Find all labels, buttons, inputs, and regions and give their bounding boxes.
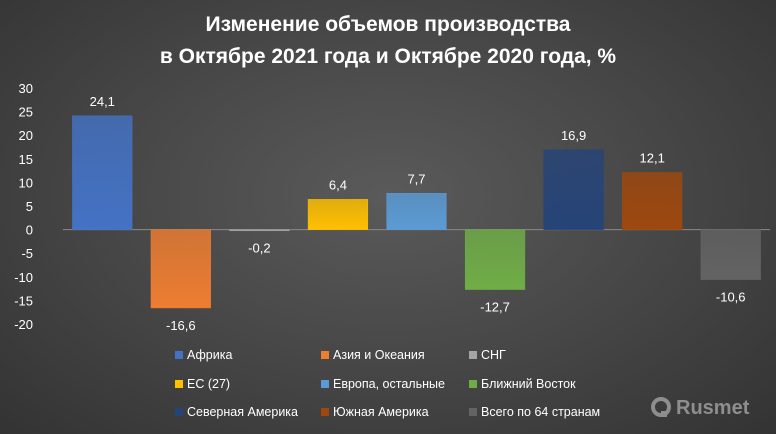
bar-0 (72, 115, 133, 230)
y-tick-label: -20 (14, 317, 33, 332)
y-tick-label: 25 (19, 105, 33, 120)
legend: Африка Азия и Океания СНГ ЕС (27) Европа, ос… (175, 348, 600, 419)
data-label: -10,6 (716, 290, 746, 305)
legend-label: Азия и Океания (333, 348, 425, 362)
data-label: 7,7 (407, 171, 425, 186)
legend-swatch (175, 408, 183, 416)
data-label: -12,7 (480, 300, 510, 315)
legend-swatch (321, 380, 329, 388)
bar-7 (622, 172, 683, 230)
watermark-text: Rusmet (676, 397, 750, 419)
data-label: 6,4 (329, 177, 347, 192)
watermark: Rusmet (651, 397, 750, 419)
rusmet-logo-icon (651, 397, 671, 417)
bars-group (63, 115, 770, 309)
legend-label: Африка (187, 348, 232, 362)
legend-label: Ближний Восток (481, 377, 576, 391)
data-label: 16,9 (561, 128, 586, 143)
data-label: 12,1 (640, 150, 665, 165)
chart-title-line-1: Изменение объемов производства (206, 13, 571, 36)
legend-swatch (321, 351, 329, 359)
bar-3 (307, 199, 369, 230)
bar-8 (700, 229, 761, 280)
legend-item: Всего по 64 странам (469, 405, 600, 419)
bar-5 (464, 229, 526, 290)
legend-item: СНГ (469, 348, 506, 362)
chart-title-line-2: в Октябре 2021 года и Октябре 2020 года,… (160, 45, 617, 68)
y-tick-label: 10 (19, 175, 33, 190)
bar-4 (386, 193, 447, 230)
legend-label: Северная Америка (187, 405, 298, 419)
legend-swatch (469, 408, 477, 416)
y-tick-label: 30 (19, 81, 33, 96)
legend-label: ЕС (27) (187, 377, 230, 391)
y-tick-label: 5 (26, 199, 33, 214)
legend-label: СНГ (481, 348, 506, 362)
y-tick-label: -10 (14, 270, 33, 285)
legend-label: Всего по 64 странам (481, 405, 600, 419)
y-tick-label: -15 (14, 293, 33, 308)
legend-swatch (321, 408, 329, 416)
data-label: -16,6 (166, 318, 196, 333)
legend-item: Ближний Восток (469, 377, 576, 391)
bar-2 (229, 229, 290, 232)
legend-item: Южная Америка (321, 405, 429, 419)
legend-label: Южная Америка (333, 405, 429, 419)
legend-item: Азия и Океания (321, 348, 425, 362)
legend-swatch (175, 351, 183, 359)
legend-item: Северная Америка (175, 405, 298, 419)
data-label: 24,1 (90, 94, 115, 109)
legend-swatch (469, 351, 477, 359)
bar-6 (543, 149, 604, 230)
y-axis: 30 25 20 15 10 5 0 -5 -10 -15 -20 (14, 81, 33, 332)
data-label: -0,2 (248, 241, 270, 256)
data-labels-group: 24,1 -16,6 -0,2 6,4 7,7 -12,7 16,9 12,1 -10,6 (90, 94, 746, 333)
legend-item: Африка (175, 348, 232, 362)
legend-item: Европа, остальные (321, 377, 445, 391)
y-tick-label: 0 (26, 223, 33, 238)
y-tick-label: 20 (19, 128, 33, 143)
legend-swatch (175, 380, 183, 388)
legend-label: Европа, остальные (333, 377, 445, 391)
y-tick-label: 15 (19, 152, 33, 167)
legend-swatch (469, 380, 477, 388)
bar-1 (150, 229, 211, 309)
y-tick-label: -5 (21, 246, 33, 261)
legend-item: ЕС (27) (175, 377, 230, 391)
